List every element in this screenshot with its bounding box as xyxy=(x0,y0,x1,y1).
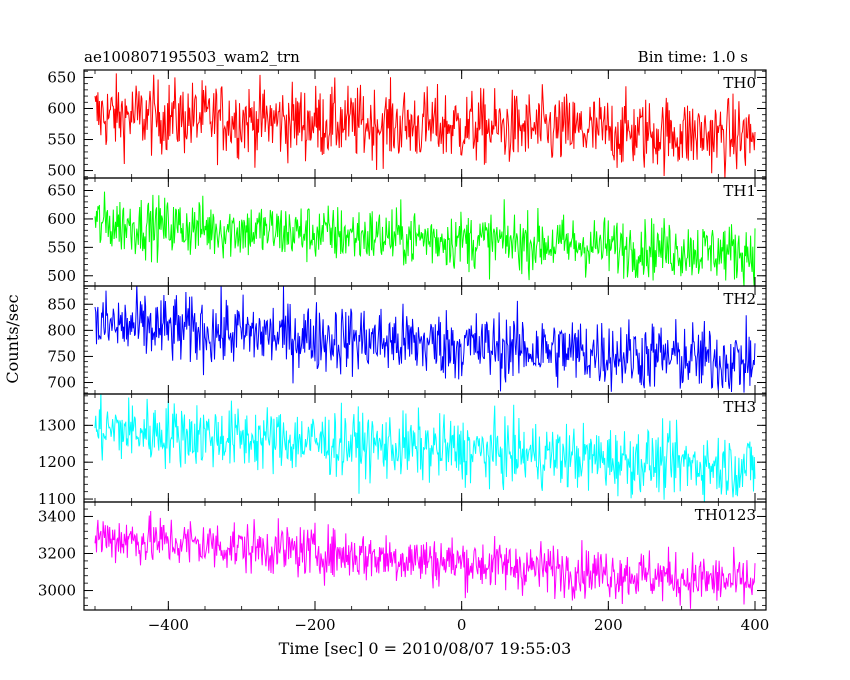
y-tick-label: 1200 xyxy=(38,453,76,471)
x-tick-label: 200 xyxy=(594,616,623,634)
y-tick-label: 550 xyxy=(47,131,76,149)
x-tick-label: −200 xyxy=(294,616,335,634)
y-tick-label: 650 xyxy=(47,68,76,86)
y-tick-label: 3400 xyxy=(38,507,76,525)
y-tick-label: 500 xyxy=(47,267,76,285)
series-line-th1 xyxy=(94,191,756,286)
x-tick-label: 400 xyxy=(741,616,770,634)
panel-label-th0123: TH0123 xyxy=(695,506,756,524)
y-tick-label: 1100 xyxy=(38,490,76,508)
x-axis: −400 −200 0 200 400 xyxy=(148,616,770,634)
y-tick-label: 550 xyxy=(47,238,76,256)
panel-th0123: 3000 3200 3400 TH0123 xyxy=(38,501,767,611)
panels-group: 500 550 600 650 TH0 500 550 600 650 TH1 700 750 800 8… xyxy=(38,68,767,611)
panel-th0: 500 550 600 650 TH0 xyxy=(47,68,767,180)
series-line-th2 xyxy=(94,286,756,393)
y-tick-label: 3000 xyxy=(38,582,76,600)
y-tick-label: 800 xyxy=(47,321,76,339)
y-tick-label: 3200 xyxy=(38,544,76,562)
y-axis-label: Counts/sec xyxy=(3,294,22,383)
panel-label-th3: TH3 xyxy=(723,398,756,416)
chart-title: ae100807195503_wam2_trn xyxy=(84,48,300,66)
x-axis-label: Time [sec] 0 = 2010/08/07 19:55:03 xyxy=(279,639,572,658)
panel-label-th2: TH2 xyxy=(723,290,756,308)
series-line-th0 xyxy=(94,73,756,178)
panel-th2: 700 750 800 850 TH2 xyxy=(47,285,767,395)
panel-label-th0: TH0 xyxy=(723,74,756,92)
y-tick-label: 650 xyxy=(47,182,76,200)
series-line-th3 xyxy=(94,394,756,502)
series-line-th0123 xyxy=(94,510,756,609)
y-tick-label: 750 xyxy=(47,347,76,365)
panel-th1: 500 550 600 650 TH1 xyxy=(47,177,767,287)
panel-th3: 1100 1200 1300 TH3 xyxy=(38,393,767,508)
y-tick-label: 500 xyxy=(47,162,76,180)
y-tick-label: 600 xyxy=(47,99,76,117)
panel-label-th1: TH1 xyxy=(723,182,756,200)
y-tick-label: 1300 xyxy=(38,416,76,434)
x-tick-label: −400 xyxy=(148,616,189,634)
y-tick-label: 850 xyxy=(47,295,76,313)
y-tick-label: 600 xyxy=(47,210,76,228)
x-tick-label: 0 xyxy=(457,616,467,634)
y-tick-label: 700 xyxy=(47,374,76,392)
bin-time-label: Bin time: 1.0 s xyxy=(638,48,748,66)
